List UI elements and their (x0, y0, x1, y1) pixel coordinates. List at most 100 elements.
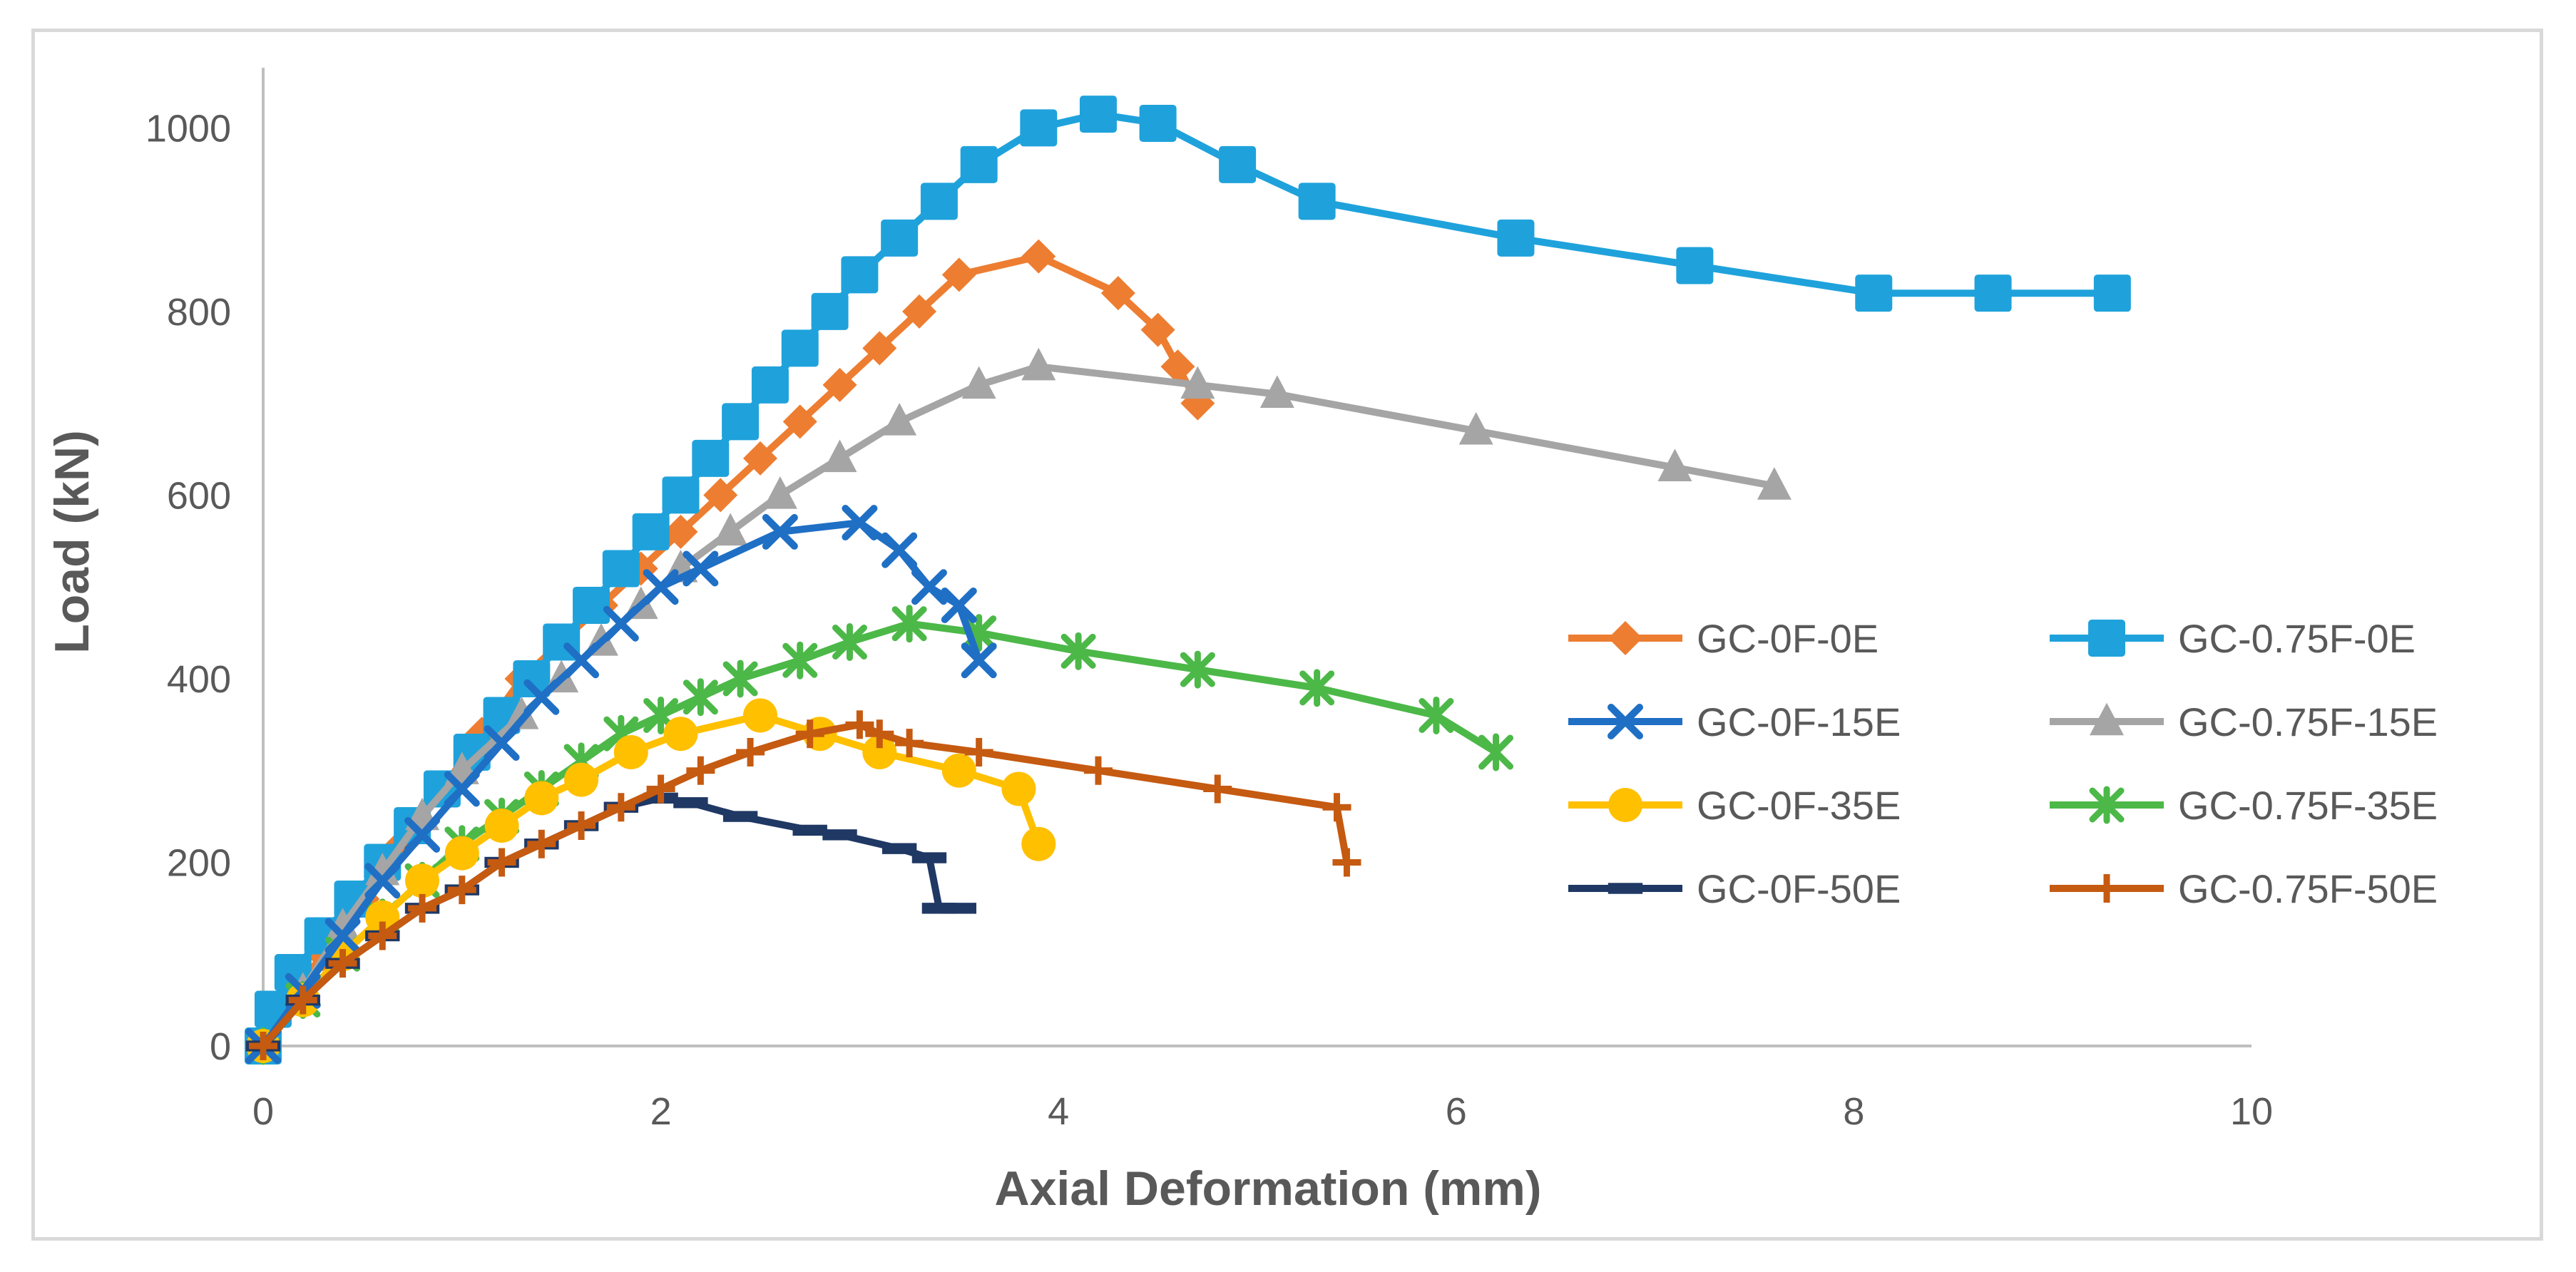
data-point-x (404, 816, 441, 853)
series-GC-0.75F-35E (245, 605, 1514, 1065)
data-point-circle (941, 753, 976, 788)
legend-label: GC-0.75F-35E (2178, 783, 2438, 828)
data-point-square (1974, 275, 2012, 312)
data-point-x (484, 725, 520, 761)
data-point-square (1139, 104, 1177, 142)
data-point-diamond (902, 294, 937, 329)
data-point-square (1855, 275, 1893, 312)
data-point-plus (368, 921, 397, 950)
data-point-star (683, 678, 718, 717)
data-point-square (841, 256, 879, 294)
series-GC-0.75F-50E (249, 710, 1361, 1060)
data-point-diamond (743, 441, 777, 476)
data-point-triangle (1757, 467, 1792, 500)
series (245, 96, 2131, 1065)
data-point-star (1299, 669, 1335, 707)
data-point-circle (1021, 826, 1056, 861)
legend-label: GC-0F-15E (1697, 699, 1901, 744)
data-point-x (683, 550, 719, 587)
data-point-triangle (504, 697, 539, 729)
data-point-diamond (941, 257, 976, 292)
data-point-x (911, 569, 947, 605)
data-point-triangle (961, 366, 996, 399)
series-line (260, 721, 1351, 1050)
data-point-plus (2092, 874, 2121, 903)
data-point-plus (567, 811, 596, 840)
data-point-square (722, 403, 760, 441)
data-point-x (842, 505, 878, 541)
data-point-triangle (1021, 347, 1056, 381)
data-point-diamond (1160, 349, 1195, 384)
legend-item: GC-0F-15E (1568, 699, 1901, 744)
data-point-square (781, 329, 819, 367)
data-point-dash (822, 829, 857, 841)
data-point-triangle (2090, 702, 2124, 736)
data-point-triangle (1657, 448, 1692, 481)
data-point-circle (524, 781, 559, 816)
data-point-square (513, 660, 551, 697)
data-point-diamond (1608, 621, 1642, 655)
x-axis-title: Axial Deformation (mm) (995, 1161, 1542, 1216)
data-point-diamond (1180, 386, 1215, 421)
data-point-square (602, 550, 640, 588)
data-point-plus (527, 829, 556, 858)
legend-label: GC-0F-35E (1697, 783, 1901, 828)
data-point-square (1079, 96, 1117, 133)
data-point-circle (663, 717, 698, 752)
data-point-circle (743, 698, 777, 733)
data-point-square (1219, 145, 1257, 183)
data-point-x (324, 918, 361, 954)
data-point-x (603, 605, 639, 642)
data-point-plus (964, 737, 993, 766)
data-point-dash (673, 797, 708, 809)
data-point-diamond (1100, 276, 1135, 311)
y-axis-title: Load (kN) (45, 430, 99, 654)
data-point-dash (792, 824, 827, 836)
data-point-square (662, 476, 700, 514)
data-point-x (1608, 704, 1643, 739)
data-point-star (1478, 733, 1514, 771)
y-tick-label: 0 (210, 1025, 231, 1068)
series-GC-0.75F-15E (246, 347, 1792, 1060)
data-point-x (563, 642, 600, 679)
data-point-x (364, 863, 401, 899)
data-point-circle (1608, 788, 1642, 822)
data-point-triangle (882, 403, 917, 436)
series-line (260, 519, 983, 1050)
data-point-triangle (762, 476, 797, 509)
data-point-diamond (1021, 239, 1056, 274)
data-point-dash (911, 852, 947, 863)
data-point-plus (487, 848, 516, 877)
data-point-plus (249, 1032, 277, 1060)
data-point-circle (862, 734, 897, 769)
y-tick-label: 400 (167, 658, 231, 701)
x-tick-label: 6 (1446, 1090, 1467, 1133)
data-point-dash (881, 843, 917, 854)
legend-item: GC-0.75F-15E (2050, 699, 2438, 744)
legend-item: GC-0F-0E (1568, 616, 1879, 661)
legend-item: GC-0.75F-0E (2050, 616, 2416, 661)
legend: GC-0F-0E GC-0.75F-0E GC-0F-15E GC-0.75F-15E… (1568, 616, 2438, 911)
legend-label: GC-0.75F-15E (2178, 699, 2438, 744)
data-point-x (523, 679, 560, 715)
data-point-plus (1332, 848, 1361, 877)
data-point-plus (447, 876, 476, 905)
data-point-diamond (703, 478, 738, 513)
legend-label: GC-0.75F-50E (2178, 866, 2438, 911)
x-tick-label: 10 (2230, 1090, 2273, 1133)
data-point-diamond (862, 331, 897, 366)
data-point-square (2088, 620, 2125, 657)
data-point-plus (408, 893, 437, 923)
data-point-diamond (663, 514, 698, 549)
data-point-star (722, 660, 758, 698)
data-point-star (1060, 632, 1096, 670)
data-point-circle (405, 863, 440, 898)
data-point-plus (288, 985, 317, 1015)
legend-label: GC-0F-0E (1697, 616, 1879, 661)
data-point-square (960, 145, 998, 183)
data-point-square (692, 439, 730, 477)
data-point-diamond (782, 404, 817, 439)
data-point-square (632, 513, 670, 550)
data-point-circle (484, 808, 519, 843)
data-point-plus (845, 710, 874, 739)
